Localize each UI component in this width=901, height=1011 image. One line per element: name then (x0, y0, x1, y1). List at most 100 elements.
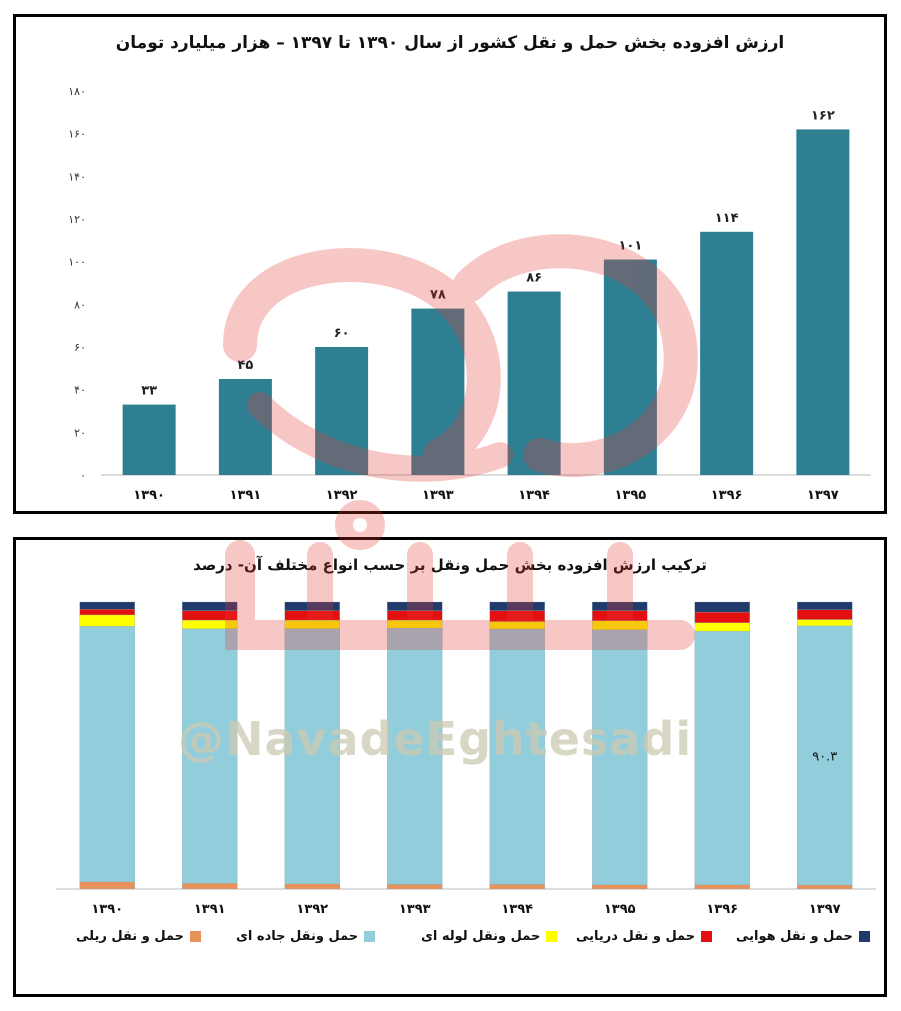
stacked-segment (182, 601, 238, 611)
legend-label: حمل و نقل ریلی (76, 928, 185, 944)
x-tick-label: ۱۳۹۱ (194, 902, 226, 917)
x-tick-label: ۱۳۹۳ (399, 902, 431, 917)
bar (603, 259, 657, 475)
x-tick-label: ۱۳۹۱ (230, 488, 262, 503)
stacked-segment (592, 601, 648, 611)
y-tick-label: ۱۸۰ (68, 85, 86, 98)
legend-swatch (701, 930, 713, 942)
x-tick-label: ۱۳۹۴ (518, 488, 550, 503)
value-added-chart-panel: ارزش افزوده بخش حمل و نقل کشور از سال ۱۳… (13, 14, 887, 514)
stacked-segment (387, 619, 443, 629)
legend-swatch (546, 930, 558, 942)
bar-value-label: ۱۱۴ (715, 211, 739, 226)
legend-label: حمل ونقل جاده ای (236, 928, 359, 944)
stacked-segment (79, 881, 135, 890)
bar (122, 404, 176, 475)
y-tick-label: ۱۲۰ (68, 213, 86, 226)
bar (700, 231, 754, 475)
stacked-segment (592, 884, 648, 890)
legend-label: حمل و نقل دریایی (576, 928, 696, 944)
x-tick-label: ۱۳۹۲ (296, 902, 328, 917)
stacked-segment (79, 626, 135, 882)
composition-chart-legend: حمل و نقل ریلی حمل ونقل جاده ای حمل ونقل ل… (16, 925, 884, 949)
y-tick-label: ۴۰ (74, 384, 86, 397)
stacked-segment (694, 631, 750, 885)
x-tick-label: ۱۳۹۷ (807, 488, 839, 503)
bar-value-label: ۷۸ (430, 288, 446, 303)
y-tick-label: ۱۰۰ (68, 256, 86, 269)
y-tick-label: ۸۰ (74, 298, 86, 311)
stacked-segment (694, 611, 750, 623)
x-tick-label: ۱۳۹۵ (604, 902, 636, 917)
stacked-segment (694, 622, 750, 632)
stacked-segment (387, 627, 443, 885)
composition-stacked-bar-chart: ۱۳۹۰ ۱۳۹۱ ۱۳۹۲ ۱۳۹۳ ۱۳۹۴ ۱۳۹۵ ۱۳۹۶ ۹۰.۳ ۱۳۹۷ (56, 601, 876, 917)
bar (507, 291, 561, 475)
y-tick-label: ۶۰ (74, 341, 86, 354)
bar-value-label: ۴۵ (237, 358, 253, 373)
y-tick-label: ۱۴۰ (68, 170, 86, 183)
bar-value-label: ۱۰۱ (618, 239, 642, 254)
bar-value-label: ۳۳ (141, 384, 157, 399)
stacked-segment (284, 628, 340, 884)
bar (411, 308, 465, 475)
bar (315, 347, 369, 475)
stacked-segment (797, 625, 853, 886)
x-tick-label: ۱۳۹۴ (501, 902, 533, 917)
stacked-segment (797, 619, 853, 626)
x-tick-label: ۱۳۹۲ (326, 488, 358, 503)
stacked-segment (387, 884, 443, 890)
stacked-segment (182, 610, 238, 621)
legend-item: حمل ونقل لوله ای (421, 925, 558, 947)
stacked-segment (797, 601, 853, 610)
legend-swatch (190, 930, 202, 942)
legend-swatch (364, 930, 376, 942)
stacked-segment (489, 884, 545, 890)
stacked-segment (182, 619, 238, 629)
stacked-segment (284, 619, 340, 629)
stacked-segment (79, 601, 135, 610)
x-tick-label: ۱۳۹۷ (809, 902, 841, 917)
legend-label: حمل و نقل هوایی (736, 928, 853, 944)
stacked-segment (489, 628, 545, 885)
bar (218, 379, 272, 475)
x-tick-label: ۱۳۹۰ (133, 488, 165, 503)
bar-value-label: ۶۰ (334, 326, 350, 341)
bar-value-label: ۱۶۲ (811, 108, 835, 123)
stacked-segment (489, 601, 545, 611)
stacked-segment (489, 621, 545, 630)
legend-item: حمل و نقل دریایی (576, 925, 713, 947)
stacked-segment (284, 610, 340, 621)
x-tick-label: ۱۳۹۶ (706, 902, 738, 917)
stacked-segment (797, 609, 853, 620)
legend-label: حمل ونقل لوله ای (421, 928, 541, 944)
stacked-segment (592, 620, 648, 630)
stacked-segment (592, 610, 648, 621)
stacked-segment (489, 610, 545, 622)
bar-value-label: ۸۶ (526, 271, 542, 286)
stacked-segment (182, 628, 238, 884)
y-tick-label: ۱۶۰ (68, 128, 86, 141)
stacked-segment (79, 609, 135, 616)
stacked-segment (592, 629, 648, 885)
legend-item: حمل و نقل ریلی (76, 925, 202, 947)
composition-chart-title: ترکیب ارزش افزوده بخش حمل ونقل بر حسب ان… (193, 556, 707, 574)
stacked-segment (182, 883, 238, 890)
legend-swatch (858, 930, 870, 942)
value-added-bar-chart: ۰ ۲۰ ۴۰ ۶۰ ۸۰ ۱۰۰ ۱۲۰ ۱۴۰ ۱۶۰ ۱۸۰ ۳۳ ۱۳۹۰ ۴۵ ۱۳۹۱ ۶۰ ۱۳… (68, 85, 871, 503)
value-added-chart-title: ارزش افزوده بخش حمل و نقل کشور از سال ۱۳… (115, 33, 785, 53)
segment-value-label: ۹۰.۳ (812, 749, 837, 764)
stacked-segment (797, 884, 853, 890)
stacked-segment (694, 601, 750, 613)
x-tick-label: ۱۳۹۰ (91, 902, 123, 917)
stacked-segment (79, 614, 135, 627)
bar (796, 129, 850, 475)
y-tick-label: ۲۰ (74, 426, 86, 439)
x-tick-label: ۱۳۹۵ (615, 488, 647, 503)
x-tick-label: ۱۳۹۶ (711, 488, 743, 503)
stacked-segment (284, 601, 340, 611)
legend-item: حمل و نقل هوایی (736, 925, 870, 947)
composition-chart-panel: ترکیب ارزش افزوده بخش حمل ونقل بر حسب ان… (13, 537, 887, 997)
stacked-segment (387, 610, 443, 621)
stacked-segment (284, 883, 340, 890)
